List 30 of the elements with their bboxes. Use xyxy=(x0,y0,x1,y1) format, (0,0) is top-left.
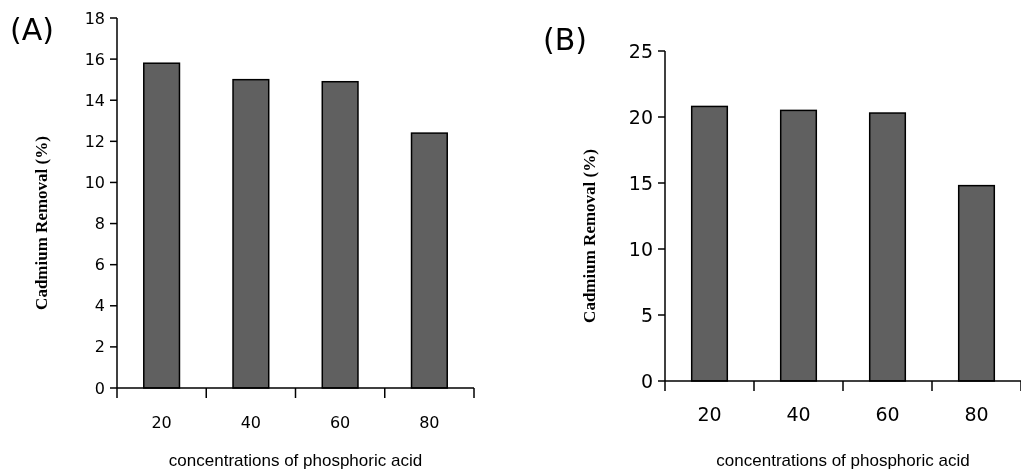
y-tick-label: 4 xyxy=(94,296,105,316)
x-axis-title: concentrations of phosphoric acid xyxy=(168,451,423,470)
y-axis-title: Cadmium Removal (%) xyxy=(580,149,599,323)
y-tick-label: 14 xyxy=(84,90,105,110)
y-tick-label: 2 xyxy=(94,337,105,357)
x-tick-label: 60 xyxy=(329,413,351,432)
x-tick-label: 20 xyxy=(697,403,722,425)
y-tick-label: 16 xyxy=(84,49,105,69)
x-tick-label: 40 xyxy=(240,413,262,432)
y-tick-label: 12 xyxy=(84,131,105,151)
y-tick-label: 0 xyxy=(94,378,105,398)
y-tick-label: 6 xyxy=(94,255,105,275)
y-tick-label: 10 xyxy=(84,173,105,193)
y-tick-label: 25 xyxy=(628,39,653,62)
x-tick-label: 80 xyxy=(419,413,440,432)
y-tick-label: 5 xyxy=(640,303,653,326)
chart-title: (A) xyxy=(10,12,54,47)
x-tick-label: 80 xyxy=(964,403,989,425)
y-tick-label: 18 xyxy=(84,8,105,28)
y-tick-label: 10 xyxy=(628,237,653,260)
y-tick-label: 15 xyxy=(628,171,653,194)
x-tick-label: 60 xyxy=(875,403,900,425)
x-tick-label: 20 xyxy=(151,413,172,432)
y-tick-label: 0 xyxy=(640,369,653,392)
y-axis-title: Cadmium Removal (%) xyxy=(32,136,51,310)
x-tick-label: 40 xyxy=(786,403,811,425)
y-tick-label: 8 xyxy=(94,214,105,234)
y-tick-label: 20 xyxy=(628,105,653,128)
x-axis-title: concentrations of phosphoric acid xyxy=(716,451,970,470)
chart-title: (B) xyxy=(543,22,587,57)
